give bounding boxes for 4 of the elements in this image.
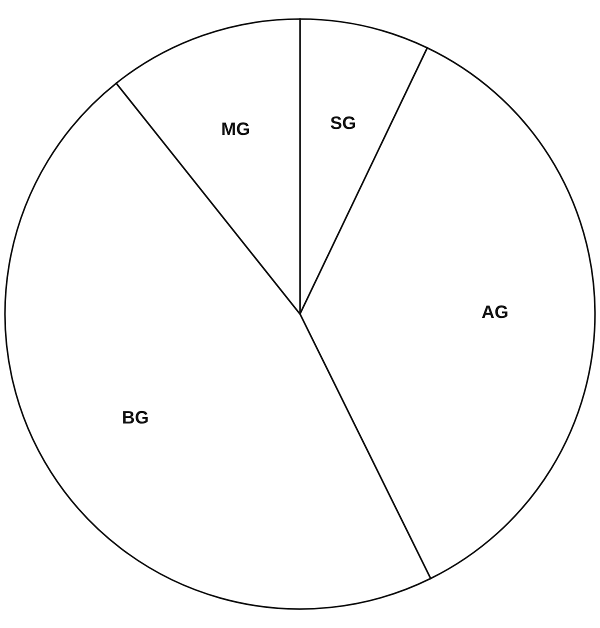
slice-label: BG [122, 407, 149, 428]
slice-label: SG [330, 112, 356, 133]
slice-label: AG [481, 302, 508, 322]
slice-label: MG [221, 118, 250, 139]
